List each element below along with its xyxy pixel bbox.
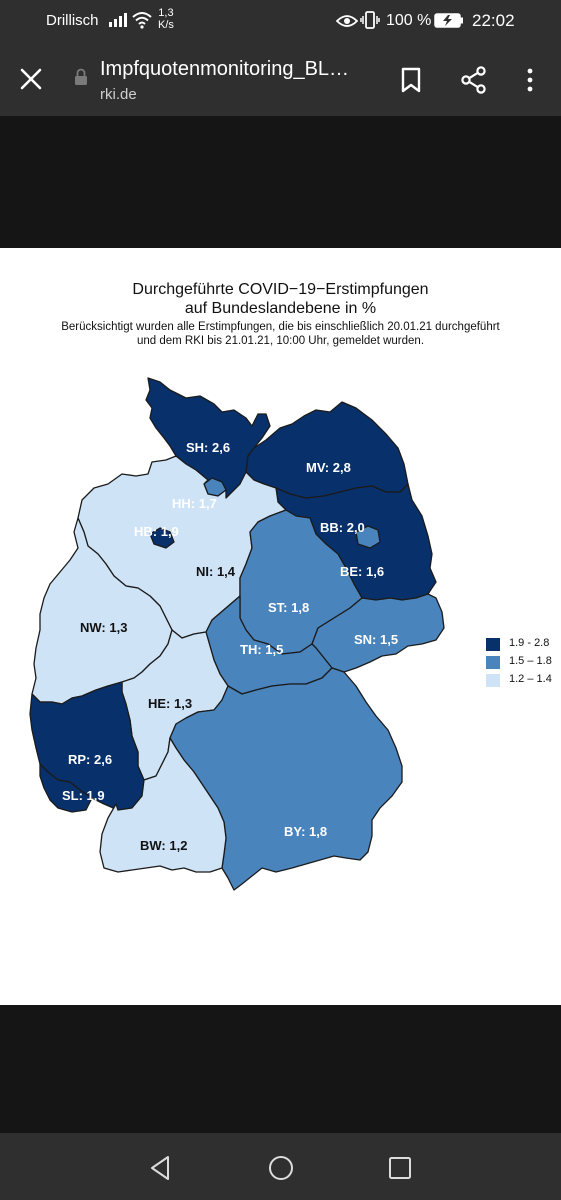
legend-swatch-low [486, 674, 500, 687]
label-th: TH: 1,5 [240, 642, 283, 657]
state-bw [99, 737, 227, 873]
wifi-icon [132, 12, 152, 29]
label-ni: NI: 1,4 [196, 564, 236, 579]
viewer-background-bottom [0, 1005, 561, 1133]
bookmark-icon[interactable] [398, 66, 424, 94]
chart-title: Durchgeführte COVID−19−Erstimpfungen auf… [0, 280, 561, 318]
label-he: HE: 1,3 [148, 696, 192, 711]
vibrate-icon [360, 11, 380, 29]
home-icon[interactable] [268, 1155, 294, 1181]
label-bw: BW: 1,2 [140, 838, 187, 853]
viewer-background-top [0, 116, 561, 248]
state-sl [39, 763, 93, 813]
legend-label-high: 1.9 - 2.8 [509, 637, 550, 649]
network-speed-value: 1,3 [158, 7, 174, 19]
chart-subtitle-line1: Berücksichtigt wurden alle Erstimpfungen… [61, 321, 500, 333]
label-sl: SL: 1,9 [62, 788, 105, 803]
state-mv [245, 401, 409, 499]
legend-label-low: 1.2 – 1.4 [509, 673, 552, 685]
label-bb: BB: 2,0 [320, 520, 365, 535]
close-icon[interactable] [18, 66, 44, 92]
back-icon[interactable] [148, 1155, 172, 1181]
label-rp: RP: 2,6 [68, 752, 112, 767]
label-hb: HB: 1,9 [134, 524, 179, 539]
label-nw: NW: 1,3 [80, 620, 127, 635]
clock: 22:02 [472, 11, 515, 30]
document-page: Durchgeführte COVID−19−Erstimpfungen auf… [0, 248, 561, 1005]
label-mv: MV: 2,8 [306, 460, 351, 475]
battery-percent: 100 % [386, 12, 432, 29]
state-hb [149, 527, 175, 549]
label-by: BY: 1,8 [284, 824, 327, 839]
germany-map: SH: 2,6 MV: 2,8 HH: 1,7 HB: 1,9 BB: 2,0 … [29, 377, 445, 891]
label-be: BE: 1,6 [340, 564, 384, 579]
page-domain[interactable]: rki.de [100, 86, 137, 103]
status-bar: Drillisch 1,3 K/s 100 % 22:02 [0, 0, 561, 42]
state-be [355, 525, 381, 549]
browser-toolbar: Impfquotenmonitoring_BL… rki.de [0, 42, 561, 116]
label-st: ST: 1,8 [268, 600, 309, 615]
label-sn: SN: 1,5 [354, 632, 398, 647]
page-title[interactable]: Impfquotenmonitoring_BL… [100, 58, 350, 80]
label-hh: HH: 1,7 [172, 496, 217, 511]
lock-icon [75, 68, 87, 85]
label-sh: SH: 2,6 [186, 440, 230, 455]
system-nav-bar [0, 1133, 561, 1200]
legend-label-mid: 1.5 – 1.8 [509, 655, 552, 667]
legend-swatch-high [486, 638, 500, 651]
chart-subtitle: Berücksichtigt wurden alle Erstimpfungen… [0, 320, 561, 348]
network-speed: 1,3 K/s [158, 7, 174, 31]
share-icon[interactable] [460, 66, 488, 94]
chart-subtitle-line2: und dem RKI bis 21.01.21, 10:00 Uhr, gem… [136, 335, 425, 347]
recents-icon[interactable] [388, 1156, 412, 1180]
more-vert-icon[interactable] [522, 66, 538, 94]
carrier-name: Drillisch [46, 12, 99, 29]
signal-icon [109, 13, 127, 27]
battery-charging-icon [434, 13, 463, 28]
network-speed-unit: K/s [158, 19, 174, 31]
chart-title-line1: Durchgeführte COVID−19−Erstimpfungen [132, 281, 429, 298]
eye-icon [336, 15, 358, 27]
legend-swatch-mid [486, 656, 500, 669]
chart-title-line2: auf Bundeslandebene in % [184, 300, 377, 317]
